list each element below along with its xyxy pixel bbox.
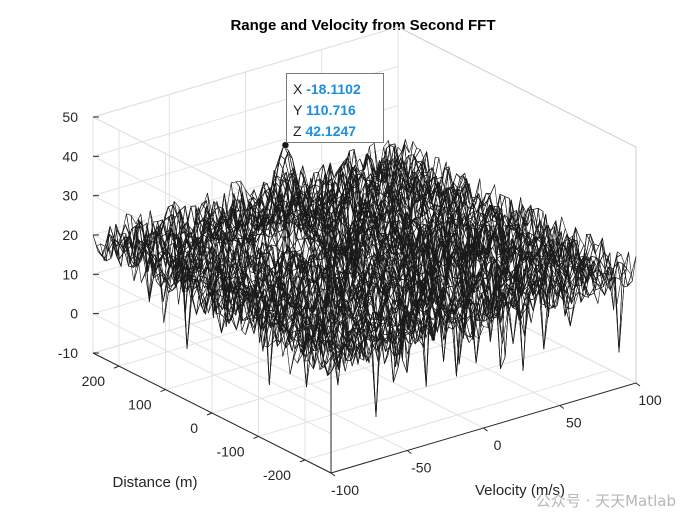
datatip-x-value: -18.1102 (306, 81, 361, 97)
datatip-y-label: Y (293, 102, 303, 118)
chart-title: Range and Velocity from Second FFT (230, 17, 495, 34)
x-axis-label: Velocity (m/s) (475, 482, 565, 499)
datatip-row-x: X -18.1102 (293, 79, 377, 100)
y-axis-label: Distance (m) (112, 474, 197, 491)
x-tick-label: 50 (566, 415, 582, 431)
y-tick-label: 100 (128, 397, 152, 413)
datatip-row-y: Y 110.716 (293, 100, 377, 121)
x-tick-labels: -100 -50 0 50 100 (330, 382, 662, 498)
surface-patch (184, 205, 195, 239)
surface-patch (475, 309, 485, 364)
z-tick-label: 0 (70, 306, 78, 322)
surface-patch (627, 256, 637, 287)
y-tick-label: -200 (263, 467, 291, 483)
y-tick-label: 0 (190, 420, 198, 436)
z-tick-label: 50 (62, 109, 78, 125)
surface-patch (623, 251, 633, 288)
peak-marker[interactable] (281, 141, 290, 149)
z-tick-label: 10 (62, 266, 78, 282)
y-tick-label: 200 (82, 373, 106, 389)
z-tick-label: -10 (58, 345, 78, 361)
datatip-x-label: X (293, 81, 303, 97)
datatip-z-label: Z (293, 123, 302, 139)
z-tick-label: 20 (62, 227, 78, 243)
x-tick-label: -50 (411, 460, 431, 476)
datatip[interactable]: X -18.1102 Y 110.716 Z 42.1247 (286, 73, 384, 143)
datatip-z-value: 42.1247 (305, 123, 357, 139)
y-tick-label: -100 (216, 443, 244, 459)
x-tick-label: 0 (494, 437, 502, 453)
z-tick-label: 40 (62, 148, 78, 164)
z-tick-label: 30 (62, 188, 78, 204)
y-tick-labels: -200 -100 0 100 200 (82, 365, 306, 483)
datatip-row-z: Z 42.1247 (293, 121, 377, 142)
datatip-y-value: 110.716 (305, 102, 356, 118)
surface-patch (447, 169, 457, 190)
x-tick-label: -100 (331, 482, 359, 498)
z-tick-labels: -10 0 10 20 30 40 50 (58, 109, 99, 361)
x-tick-label: 100 (638, 392, 662, 408)
surface-patch (618, 263, 628, 353)
watermark: 公众号 · 天天Matlab (535, 492, 676, 510)
surface-mesh (92, 139, 637, 417)
surface-patch (411, 147, 421, 163)
